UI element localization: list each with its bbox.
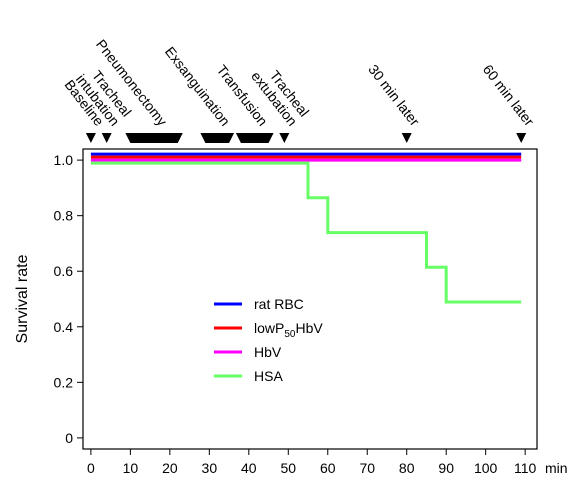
event-label-line: 30 min later	[365, 61, 423, 129]
x-tick-label: 100	[474, 460, 498, 476]
event-annotations: BaselineTrachealintubationPneumonectomyE…	[61, 36, 538, 143]
x-tick-label: 70	[359, 460, 375, 476]
legend-label-2: lowP50HbV	[254, 320, 323, 340]
x-tick-label: 0	[87, 460, 95, 476]
event-marker-span-5	[235, 133, 274, 143]
event-marker-6	[279, 133, 290, 143]
event-label-group-4: Exsanguination	[162, 44, 234, 129]
x-tick-label: 90	[438, 460, 454, 476]
series-line-4	[90, 161, 522, 304]
legend-label-3: HbV	[254, 344, 282, 360]
legend-label-1: rat RBC	[254, 296, 304, 312]
series-lines	[90, 152, 522, 304]
y-tick-label: 0.2	[54, 374, 74, 390]
plot-frame	[82, 148, 538, 450]
legend-label-4: HSA	[254, 368, 283, 384]
x-tick-label: 80	[399, 460, 415, 476]
y-tick-label: 0	[65, 430, 73, 446]
x-unit-label: min	[545, 460, 568, 476]
event-marker-span-4	[200, 133, 235, 143]
event-marker-7	[401, 133, 412, 143]
event-marker-2	[101, 133, 112, 143]
event-marker-8	[516, 133, 527, 143]
x-tick-label: 110	[514, 460, 537, 476]
y-axis-title: Survival rate	[14, 254, 31, 343]
event-label-line: Exsanguination	[162, 44, 234, 129]
event-marker-1	[85, 133, 96, 143]
x-tick-label: 60	[320, 460, 336, 476]
x-tick-label: 30	[202, 460, 218, 476]
event-label-group-7: 30 min later	[365, 61, 423, 129]
event-label-line: 60 min later	[480, 61, 538, 129]
legend: rat RBC lowP50HbV HbV HSA	[214, 296, 323, 384]
event-label-group-8: 60 min later	[480, 61, 538, 129]
x-tick-label: 10	[123, 460, 139, 476]
y-tick-label: 0.4	[54, 319, 74, 335]
y-tick-label: 1.0	[54, 152, 74, 168]
y-tick-label: 0.6	[54, 263, 74, 279]
event-marker-span-3	[125, 133, 183, 143]
x-tick-label: 20	[162, 460, 178, 476]
x-tick-label: 40	[241, 460, 257, 476]
y-tick-label: 0.8	[54, 208, 74, 224]
axes: 0 10 20 30 40 50 60 70 80 90 100 110 min 0 0.2 0.4 0.6 0.…	[14, 148, 568, 476]
x-tick-label: 50	[280, 460, 296, 476]
